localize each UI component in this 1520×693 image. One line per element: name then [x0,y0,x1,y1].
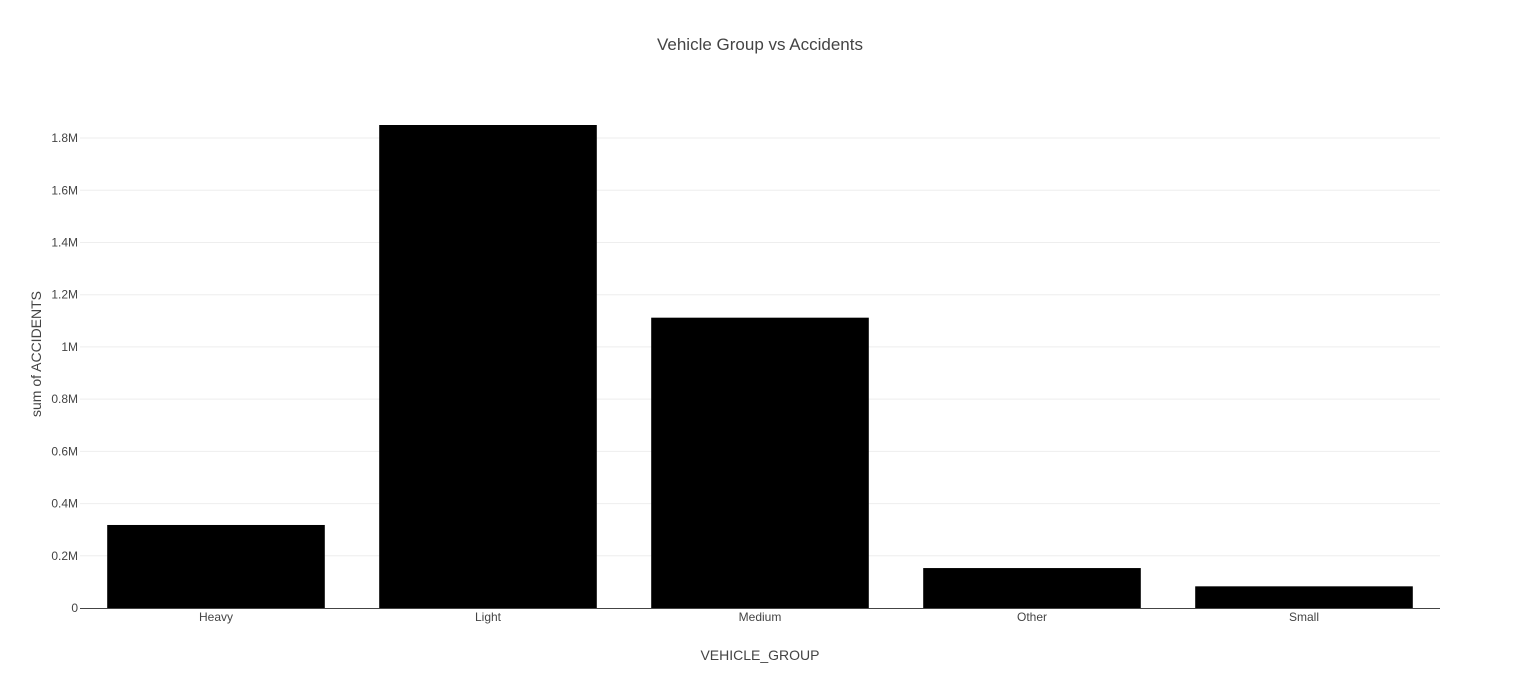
bar-light[interactable] [379,125,597,608]
x-axis-ticks: Heavy Light Medium Other Small [199,610,1319,624]
x-tick-label: Medium [739,610,782,624]
chart-title: Vehicle Group vs Accidents [657,35,863,54]
x-axis-title: VEHICLE_GROUP [700,647,819,663]
y-tick-label: 1.6M [51,183,78,197]
y-tick-label: 1.2M [51,288,78,302]
bars [107,125,1413,608]
bar-small[interactable] [1195,586,1413,608]
y-tick-label: 0.8M [51,392,78,406]
y-tick-label: 0.4M [51,497,78,511]
y-tick-label: 0.2M [51,549,78,563]
y-tick-label: 1.4M [51,235,78,249]
y-tick-label: 1.8M [51,131,78,145]
y-tick-label: 1M [61,340,78,354]
bar-medium[interactable] [651,317,869,608]
y-axis-ticks: 0 0.2M 0.4M 0.6M 0.8M 1M 1.2M 1.4M 1.6M 1.8M [51,131,78,615]
x-tick-label: Heavy [199,610,233,624]
y-axis-title: sum of ACCIDENTS [28,291,44,417]
x-tick-label: Small [1289,610,1319,624]
x-tick-label: Other [1017,610,1047,624]
x-tick-label: Light [475,610,502,624]
bar-heavy[interactable] [107,524,325,608]
y-tick-label: 0.6M [51,444,78,458]
y-tick-label: 0 [71,601,78,615]
bar-other[interactable] [923,568,1141,608]
